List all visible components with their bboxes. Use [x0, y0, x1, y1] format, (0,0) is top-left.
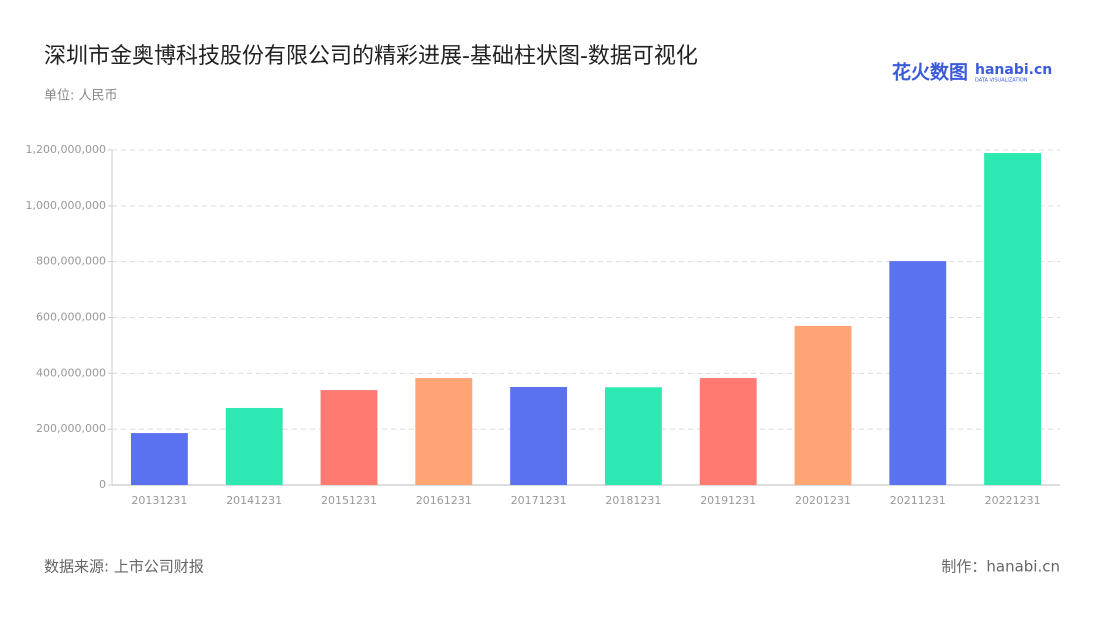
credit-note: 制作：hanabi.cn [941, 558, 1060, 576]
bar [889, 261, 947, 485]
x-tick-label: 20151231 [321, 494, 377, 507]
bar [320, 390, 378, 485]
bar [984, 153, 1042, 485]
x-tick-label: 20221231 [985, 494, 1041, 507]
chart-subtitle: 单位: 人民币 [44, 89, 118, 104]
x-tick-label: 20191231 [700, 494, 756, 507]
source-note: 数据来源: 上市公司财报 [44, 558, 204, 576]
logo-name: 花火数图 [892, 61, 968, 84]
y-tick-label: 600,000,000 [36, 311, 106, 324]
x-tick-label: 20161231 [416, 494, 472, 507]
y-tick-label: 0 [99, 478, 106, 491]
bar [415, 378, 473, 485]
y-tick-label: 800,000,000 [36, 255, 106, 268]
bar [225, 407, 283, 485]
bar [794, 325, 852, 485]
y-tick-label: 400,000,000 [36, 366, 106, 379]
logo-site: hanabi.cn [975, 62, 1052, 78]
y-tick-label: 1,000,000,000 [26, 199, 106, 212]
x-tick-label: 20181231 [605, 494, 661, 507]
chart-title: 深圳市金奥博科技股份有限公司的精彩进展-基础柱状图-数据可视化 [44, 44, 698, 69]
y-tick-label: 1,200,000,000 [26, 143, 106, 156]
x-tick-label: 20211231 [890, 494, 946, 507]
y-tick-label: 200,000,000 [36, 422, 106, 435]
bar [699, 378, 757, 485]
bar [604, 387, 662, 485]
x-tick-label: 20171231 [511, 494, 567, 507]
logo-tagline: DATA VISUALIZATION [975, 78, 1028, 84]
x-tick-label: 20141231 [226, 494, 282, 507]
x-tick-label: 20201231 [795, 494, 851, 507]
bar [510, 387, 568, 485]
bar [130, 433, 188, 485]
x-tick-label: 20131231 [131, 494, 187, 507]
